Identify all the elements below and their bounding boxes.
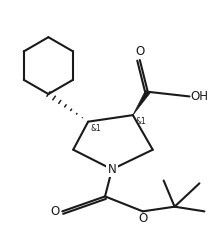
Polygon shape — [133, 90, 150, 115]
Text: O: O — [138, 212, 147, 225]
Text: &1: &1 — [90, 124, 101, 133]
Text: N: N — [108, 163, 116, 176]
Text: O: O — [135, 45, 145, 58]
Text: O: O — [51, 205, 60, 218]
Text: OH: OH — [191, 90, 209, 103]
Text: &1: &1 — [135, 117, 146, 126]
